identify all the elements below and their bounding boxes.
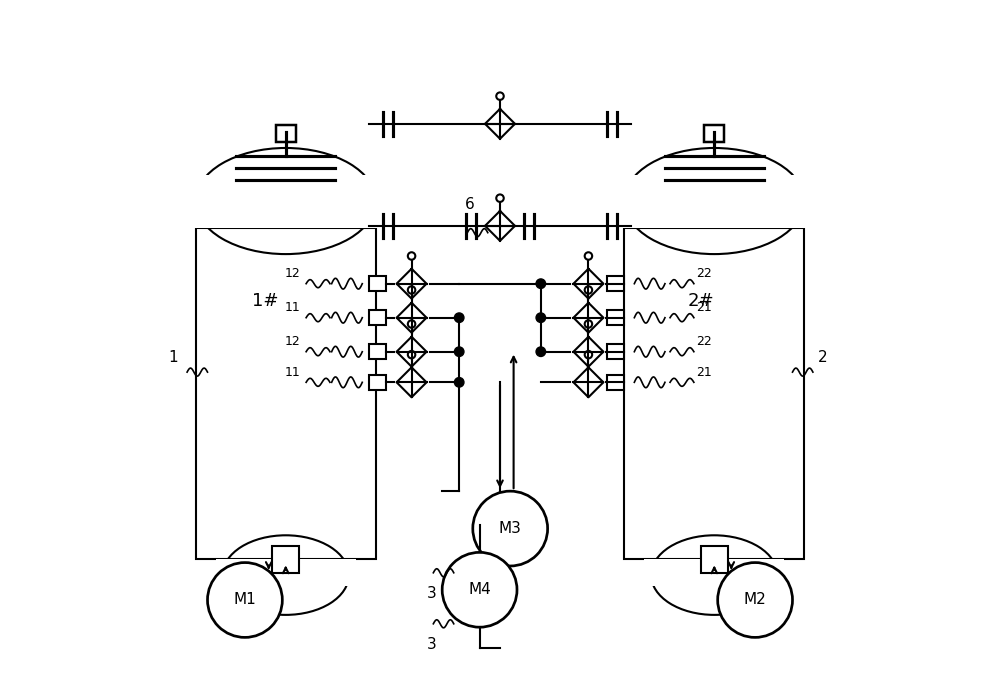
Text: 2#: 2# — [687, 292, 714, 309]
Bar — [644, 559, 784, 586]
Bar — [276, 126, 296, 142]
Circle shape — [536, 313, 546, 322]
Circle shape — [454, 378, 464, 387]
Bar — [369, 375, 386, 390]
Bar — [369, 276, 386, 291]
Circle shape — [442, 553, 517, 627]
Text: M3: M3 — [499, 521, 522, 536]
Text: 21: 21 — [697, 366, 712, 379]
Text: 2: 2 — [818, 350, 828, 365]
Bar — [701, 546, 728, 573]
Bar — [272, 546, 299, 573]
Bar — [607, 344, 624, 359]
Text: 22: 22 — [697, 267, 712, 280]
Circle shape — [454, 313, 464, 322]
Circle shape — [536, 347, 546, 357]
Bar — [196, 227, 376, 559]
Text: 22: 22 — [697, 335, 712, 348]
Bar — [189, 174, 383, 227]
Text: 21: 21 — [697, 301, 712, 314]
Circle shape — [536, 279, 546, 288]
Text: 12: 12 — [285, 335, 301, 348]
Text: M2: M2 — [744, 592, 766, 607]
Circle shape — [454, 347, 464, 357]
Circle shape — [208, 563, 282, 637]
Text: 1#: 1# — [252, 292, 279, 309]
Text: 3: 3 — [427, 587, 437, 601]
Bar — [369, 344, 386, 359]
Circle shape — [718, 563, 792, 637]
Bar — [617, 174, 811, 227]
Bar — [607, 310, 624, 325]
Bar — [607, 276, 624, 291]
Bar — [369, 310, 386, 325]
Text: 1: 1 — [169, 350, 178, 365]
Bar — [216, 559, 356, 586]
Text: 11: 11 — [285, 301, 301, 314]
Circle shape — [473, 491, 548, 566]
Text: M4: M4 — [468, 583, 491, 597]
Text: 3: 3 — [427, 637, 437, 652]
Bar — [704, 126, 724, 142]
Text: M1: M1 — [234, 592, 256, 607]
Text: 6: 6 — [465, 197, 474, 212]
Text: 12: 12 — [285, 267, 301, 280]
Bar — [607, 375, 624, 390]
Bar — [624, 227, 804, 559]
Text: 11: 11 — [285, 366, 301, 379]
